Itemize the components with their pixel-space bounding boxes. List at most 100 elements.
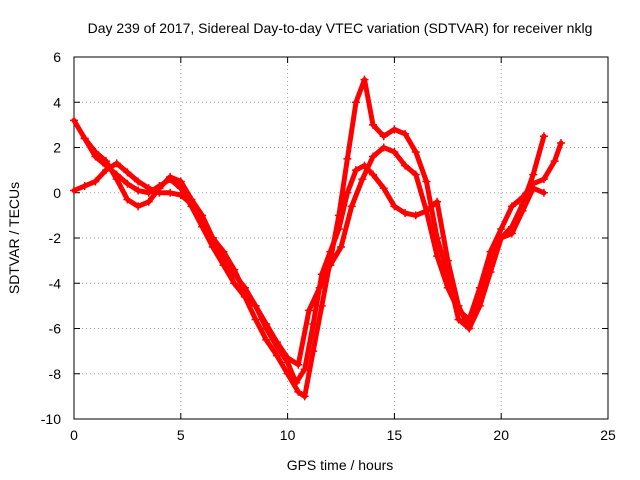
data-point	[337, 243, 345, 252]
x-tick-label: 5	[177, 427, 185, 443]
data-point	[91, 177, 100, 186]
data-point	[70, 116, 78, 125]
y-tick-label: -6	[49, 321, 62, 337]
data-point	[369, 120, 378, 129]
y-tick-label: 2	[53, 140, 61, 156]
series-track-3	[80, 134, 566, 369]
data-point	[112, 175, 121, 184]
data-point	[465, 324, 474, 333]
data-point	[411, 211, 420, 220]
data-point	[343, 154, 352, 163]
data-point	[343, 188, 352, 197]
data-point	[272, 338, 281, 347]
data-point	[70, 186, 78, 195]
data-point	[550, 157, 559, 166]
data-point	[294, 387, 303, 396]
data-point	[230, 279, 239, 288]
data-point	[292, 378, 301, 387]
x-tick-label: 0	[70, 427, 78, 443]
data-point	[123, 179, 132, 188]
data-series	[70, 75, 566, 401]
y-tick-label: 0	[53, 185, 61, 201]
data-point	[401, 161, 410, 170]
data-point	[507, 229, 516, 238]
data-point	[300, 392, 309, 401]
data-point	[465, 315, 474, 324]
data-point	[134, 177, 143, 186]
data-point	[518, 193, 527, 202]
data-point	[454, 306, 463, 315]
chart-title: Day 239 of 2017, Sidereal Day-to-day VTE…	[88, 20, 593, 36]
data-point	[262, 319, 271, 328]
data-point	[334, 224, 343, 233]
data-point	[112, 159, 121, 168]
y-tick-label: -4	[49, 275, 62, 291]
data-point	[251, 315, 260, 324]
data-point	[422, 177, 431, 186]
data-point	[155, 184, 164, 193]
data-point	[422, 206, 431, 215]
data-point	[304, 306, 313, 315]
data-point	[390, 125, 399, 134]
series-line	[82, 135, 564, 368]
data-point	[166, 188, 175, 197]
y-tick-label: 4	[53, 94, 61, 110]
data-point	[351, 166, 360, 175]
series-line	[71, 160, 547, 386]
data-point	[123, 168, 132, 177]
data-point	[411, 148, 420, 157]
data-point	[144, 184, 153, 193]
data-point	[134, 186, 143, 195]
data-point	[300, 365, 309, 374]
data-point	[251, 301, 260, 310]
data-point	[317, 301, 326, 310]
data-point	[176, 177, 185, 186]
data-point	[443, 256, 452, 265]
y-tick-label: -8	[49, 366, 62, 382]
data-point	[390, 148, 399, 157]
data-point	[80, 181, 89, 190]
data-point	[262, 335, 271, 344]
data-point	[529, 179, 538, 188]
axis-ticks: 0 5 10 15 20 25 -10 -8 -6 -4 -2 0 2 4 6	[41, 49, 616, 443]
data-point	[198, 211, 207, 220]
data-point	[219, 247, 228, 256]
data-point	[309, 319, 318, 328]
data-point	[390, 202, 399, 211]
data-point	[283, 353, 292, 362]
data-point	[539, 188, 548, 197]
data-point	[134, 202, 143, 211]
data-point	[433, 252, 442, 261]
x-tick-label: 15	[387, 427, 403, 443]
data-point	[539, 132, 548, 141]
data-point	[123, 195, 132, 204]
x-tick-label: 10	[280, 427, 296, 443]
data-point	[315, 283, 324, 292]
data-point	[454, 315, 463, 324]
data-point	[80, 134, 89, 143]
x-tick-label: 20	[493, 427, 509, 443]
x-tick-label: 25	[600, 427, 616, 443]
y-tick-label: -2	[49, 230, 62, 246]
data-point	[166, 172, 175, 181]
data-point	[294, 360, 303, 369]
data-point	[351, 98, 360, 107]
data-point	[507, 202, 516, 211]
data-point	[379, 143, 388, 152]
data-point	[475, 301, 484, 310]
data-point	[443, 283, 452, 292]
x-axis-label: GPS time / hours	[287, 457, 394, 473]
y-tick-label: -10	[41, 411, 61, 427]
data-point	[187, 195, 196, 204]
y-axis-label: SDTVAR / TECUs	[6, 182, 22, 294]
data-point	[401, 129, 410, 138]
data-point	[208, 234, 217, 242]
data-point	[102, 157, 111, 166]
data-point	[91, 148, 100, 157]
data-point	[518, 206, 527, 215]
data-point	[433, 197, 442, 206]
data-point	[360, 75, 369, 84]
data-point	[240, 288, 249, 297]
data-point	[272, 351, 281, 360]
